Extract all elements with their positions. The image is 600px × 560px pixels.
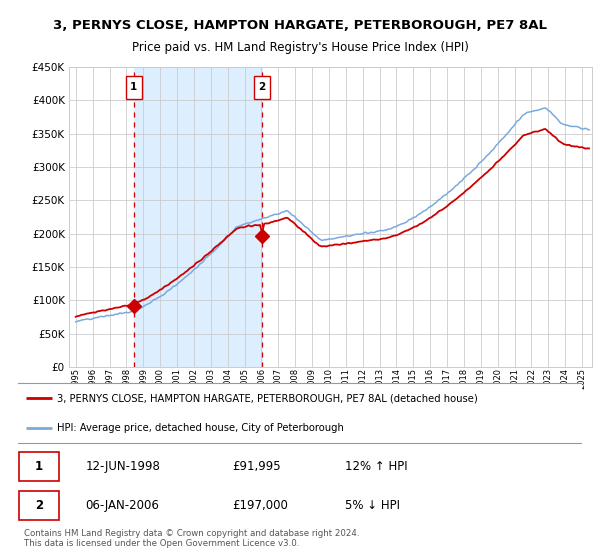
FancyBboxPatch shape [126, 76, 142, 99]
Text: 5% ↓ HPI: 5% ↓ HPI [345, 499, 400, 512]
FancyBboxPatch shape [254, 76, 269, 99]
Text: 12% ↑ HPI: 12% ↑ HPI [345, 460, 408, 473]
Text: £197,000: £197,000 [232, 499, 288, 512]
Text: 3, PERNYS CLOSE, HAMPTON HARGATE, PETERBOROUGH, PE7 8AL (detached house): 3, PERNYS CLOSE, HAMPTON HARGATE, PETERB… [58, 393, 478, 403]
Text: 2: 2 [258, 82, 265, 92]
Text: £91,995: £91,995 [232, 460, 281, 473]
Text: 2: 2 [35, 499, 43, 512]
Text: Contains HM Land Registry data © Crown copyright and database right 2024.
This d: Contains HM Land Registry data © Crown c… [23, 529, 359, 548]
Text: 06-JAN-2006: 06-JAN-2006 [86, 499, 160, 512]
FancyBboxPatch shape [19, 491, 59, 520]
Bar [134, 67, 262, 367]
FancyBboxPatch shape [19, 452, 59, 480]
Text: Price paid vs. HM Land Registry's House Price Index (HPI): Price paid vs. HM Land Registry's House … [131, 40, 469, 54]
Text: 3, PERNYS CLOSE, HAMPTON HARGATE, PETERBOROUGH, PE7 8AL: 3, PERNYS CLOSE, HAMPTON HARGATE, PETERB… [53, 18, 547, 32]
Text: 1: 1 [35, 460, 43, 473]
Text: HPI: Average price, detached house, City of Peterborough: HPI: Average price, detached house, City… [58, 423, 344, 433]
FancyBboxPatch shape [15, 382, 584, 444]
Text: 1: 1 [130, 82, 137, 92]
Text: 12-JUN-1998: 12-JUN-1998 [86, 460, 161, 473]
